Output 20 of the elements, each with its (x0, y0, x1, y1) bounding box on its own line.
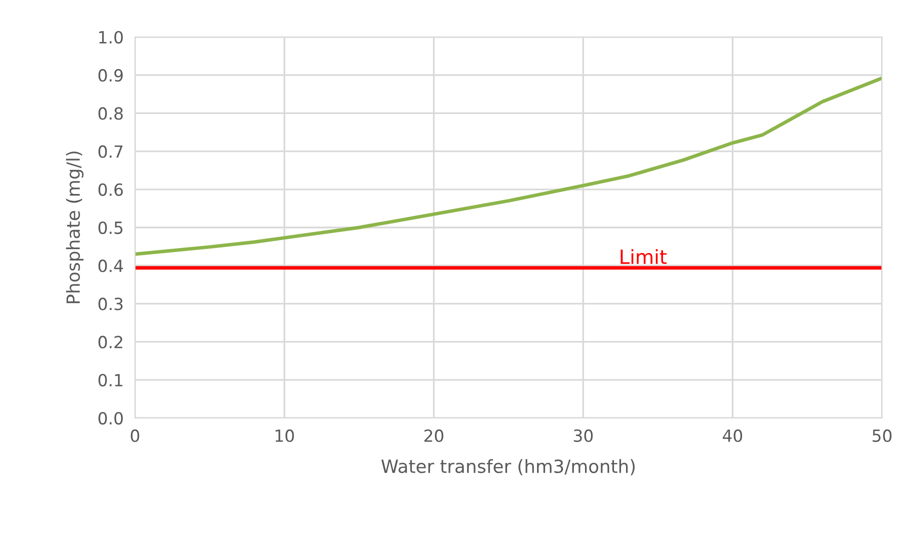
y-tick-label: 1.0 (99, 30, 123, 44)
x-tick-label: 30 (574, 429, 593, 442)
y-axis-title: Phosphate (mg/l) (66, 152, 84, 304)
y-tick-label: 0.9 (98, 69, 123, 82)
y-tick-label: 0.6 (98, 183, 123, 196)
y-tick-label: 0.2 (98, 336, 122, 348)
y-tick-label: 0.1 (98, 374, 122, 386)
x-axis-title: Water transfer (hm3/month) (381, 459, 635, 476)
y-tick-label: 0.5 (98, 221, 122, 234)
x-tick-label: 40 (722, 429, 742, 442)
y-tick-label: 0.8 (98, 107, 123, 120)
y-tick-label: 0.7 (98, 145, 122, 158)
y-tick-label: 0.4 (98, 260, 123, 272)
y-tick-label: 0.0 (98, 412, 123, 425)
x-tick-label: 50 (872, 429, 892, 442)
x-tick-label: 10 (276, 429, 294, 442)
y-tick-label: 0.3 (98, 298, 123, 310)
ref-line-label: Limit (620, 249, 667, 264)
x-tick-label: 0 (130, 429, 140, 442)
x-tick-label: 20 (424, 429, 444, 442)
